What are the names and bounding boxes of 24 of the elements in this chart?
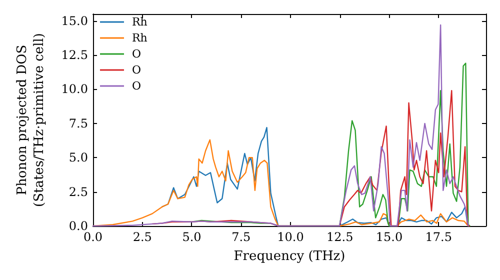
x-tick-label: 7.5 <box>232 230 251 244</box>
x-tick-label: 0.0 <box>83 230 103 244</box>
y-tick-label: 7.5 <box>68 116 88 130</box>
x-tick-label: 15.0 <box>376 230 403 244</box>
legend-label: Rh <box>132 16 148 28</box>
x-tick-label: 5.0 <box>182 230 202 244</box>
x-axis-title: Frequency (THz) <box>234 249 346 264</box>
y-tick-label: 2.5 <box>68 184 88 199</box>
x-tick-label: 12.5 <box>326 230 354 244</box>
x-tick-label: 10.0 <box>277 230 304 244</box>
y-tick-label: 12.5 <box>61 48 88 62</box>
legend-label: O <box>132 80 142 92</box>
y-tick-label: 0.0 <box>68 219 88 233</box>
y-tick-label: 15.0 <box>61 14 88 28</box>
x-tick-label: 2.5 <box>132 230 152 244</box>
line-series <box>92 24 469 227</box>
y-axis-title: Phonon projected DOS (States/THz·primitive cell) <box>15 32 47 208</box>
legend-label: O <box>132 48 142 60</box>
legend-label: O <box>132 64 142 76</box>
line-series <box>92 139 469 227</box>
legend-label: Rh <box>132 32 148 44</box>
y-tick-label: 5.0 <box>68 150 88 165</box>
y-tick-label: 10.0 <box>61 82 88 96</box>
x-tick-label: 17.5 <box>425 230 452 244</box>
